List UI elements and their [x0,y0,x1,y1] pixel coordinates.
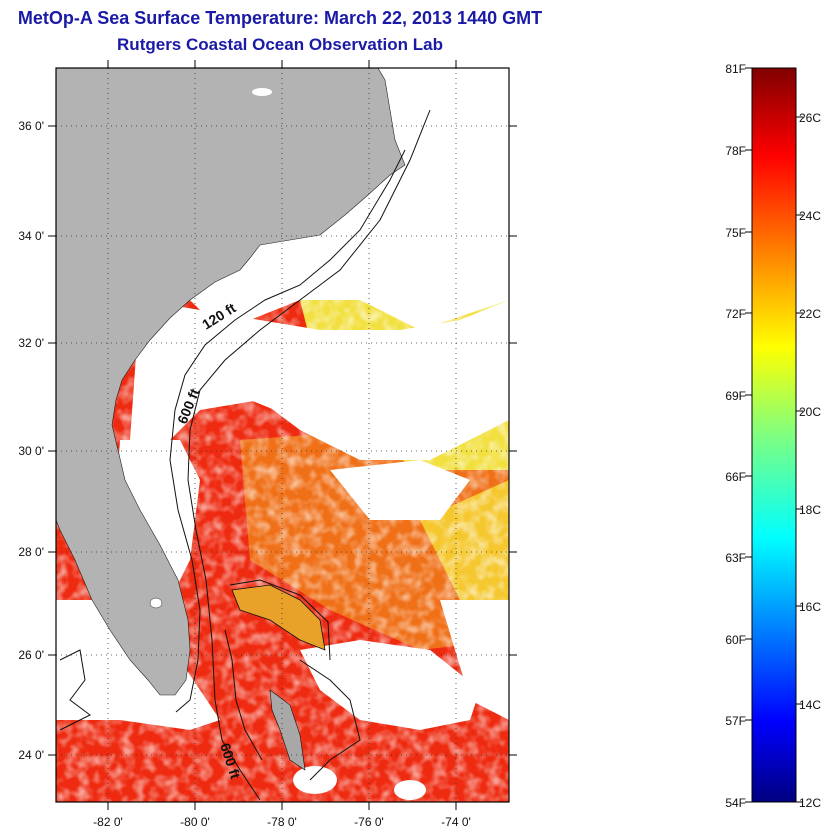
cb-f-66: 66F [725,470,746,484]
cb-c-20: 20C [799,405,821,419]
pamlico-sound [252,88,272,96]
cb-c-26: 26C [799,111,821,125]
cb-c-14: 14C [799,698,821,712]
isobath-120ft [169,149,406,713]
graticule [56,68,509,802]
cb-f-63: 63F [725,551,746,565]
cb-c-22: 22C [799,307,821,321]
cb-c-16: 16C [799,600,821,614]
lat-label-24: 24 0' [18,748,44,762]
cb-c-18: 18C [799,503,821,517]
colorbar [751,67,797,803]
frame-ticks [48,60,517,810]
cb-f-69: 69F [725,389,746,403]
land-mass [56,68,406,696]
cb-f-54: 54F [725,796,746,810]
andros-island [269,689,306,771]
chart-title: MetOp-A Sea Surface Temperature: March 2… [17,8,543,28]
lon-label-80: -80 0' [180,815,210,829]
lon-label-76: -76 0' [354,815,384,829]
cb-c-24: 24C [799,209,821,223]
lake-okeechobee [149,597,163,609]
lon-label-82: -82 0' [93,815,123,829]
colorbar-ticks [745,67,803,803]
lat-label-26: 26 0' [18,648,44,662]
cb-f-75: 75F [725,226,746,240]
cb-f-72: 72F [725,307,746,321]
cb-f-60: 60F [725,633,746,647]
lat-label-30: 30 0' [18,444,44,458]
chart-subtitle: Rutgers Coastal Ocean Observation Lab [117,35,443,54]
lat-label-28: 28 0' [18,545,44,559]
cb-c-12: 12C [799,796,821,810]
lat-label-32: 32 0' [18,336,44,350]
lon-label-74: -74 0' [441,815,471,829]
cb-f-57: 57F [725,714,746,728]
cb-f-78: 78F [725,144,746,158]
lon-label-78: -78 0' [267,815,297,829]
lat-label-36: 36 0' [18,119,44,133]
lat-label-34: 34 0' [18,229,44,243]
bahamas-bank [231,584,326,651]
cb-f-81: 81F [725,62,746,76]
isobath-600ft [59,109,431,801]
